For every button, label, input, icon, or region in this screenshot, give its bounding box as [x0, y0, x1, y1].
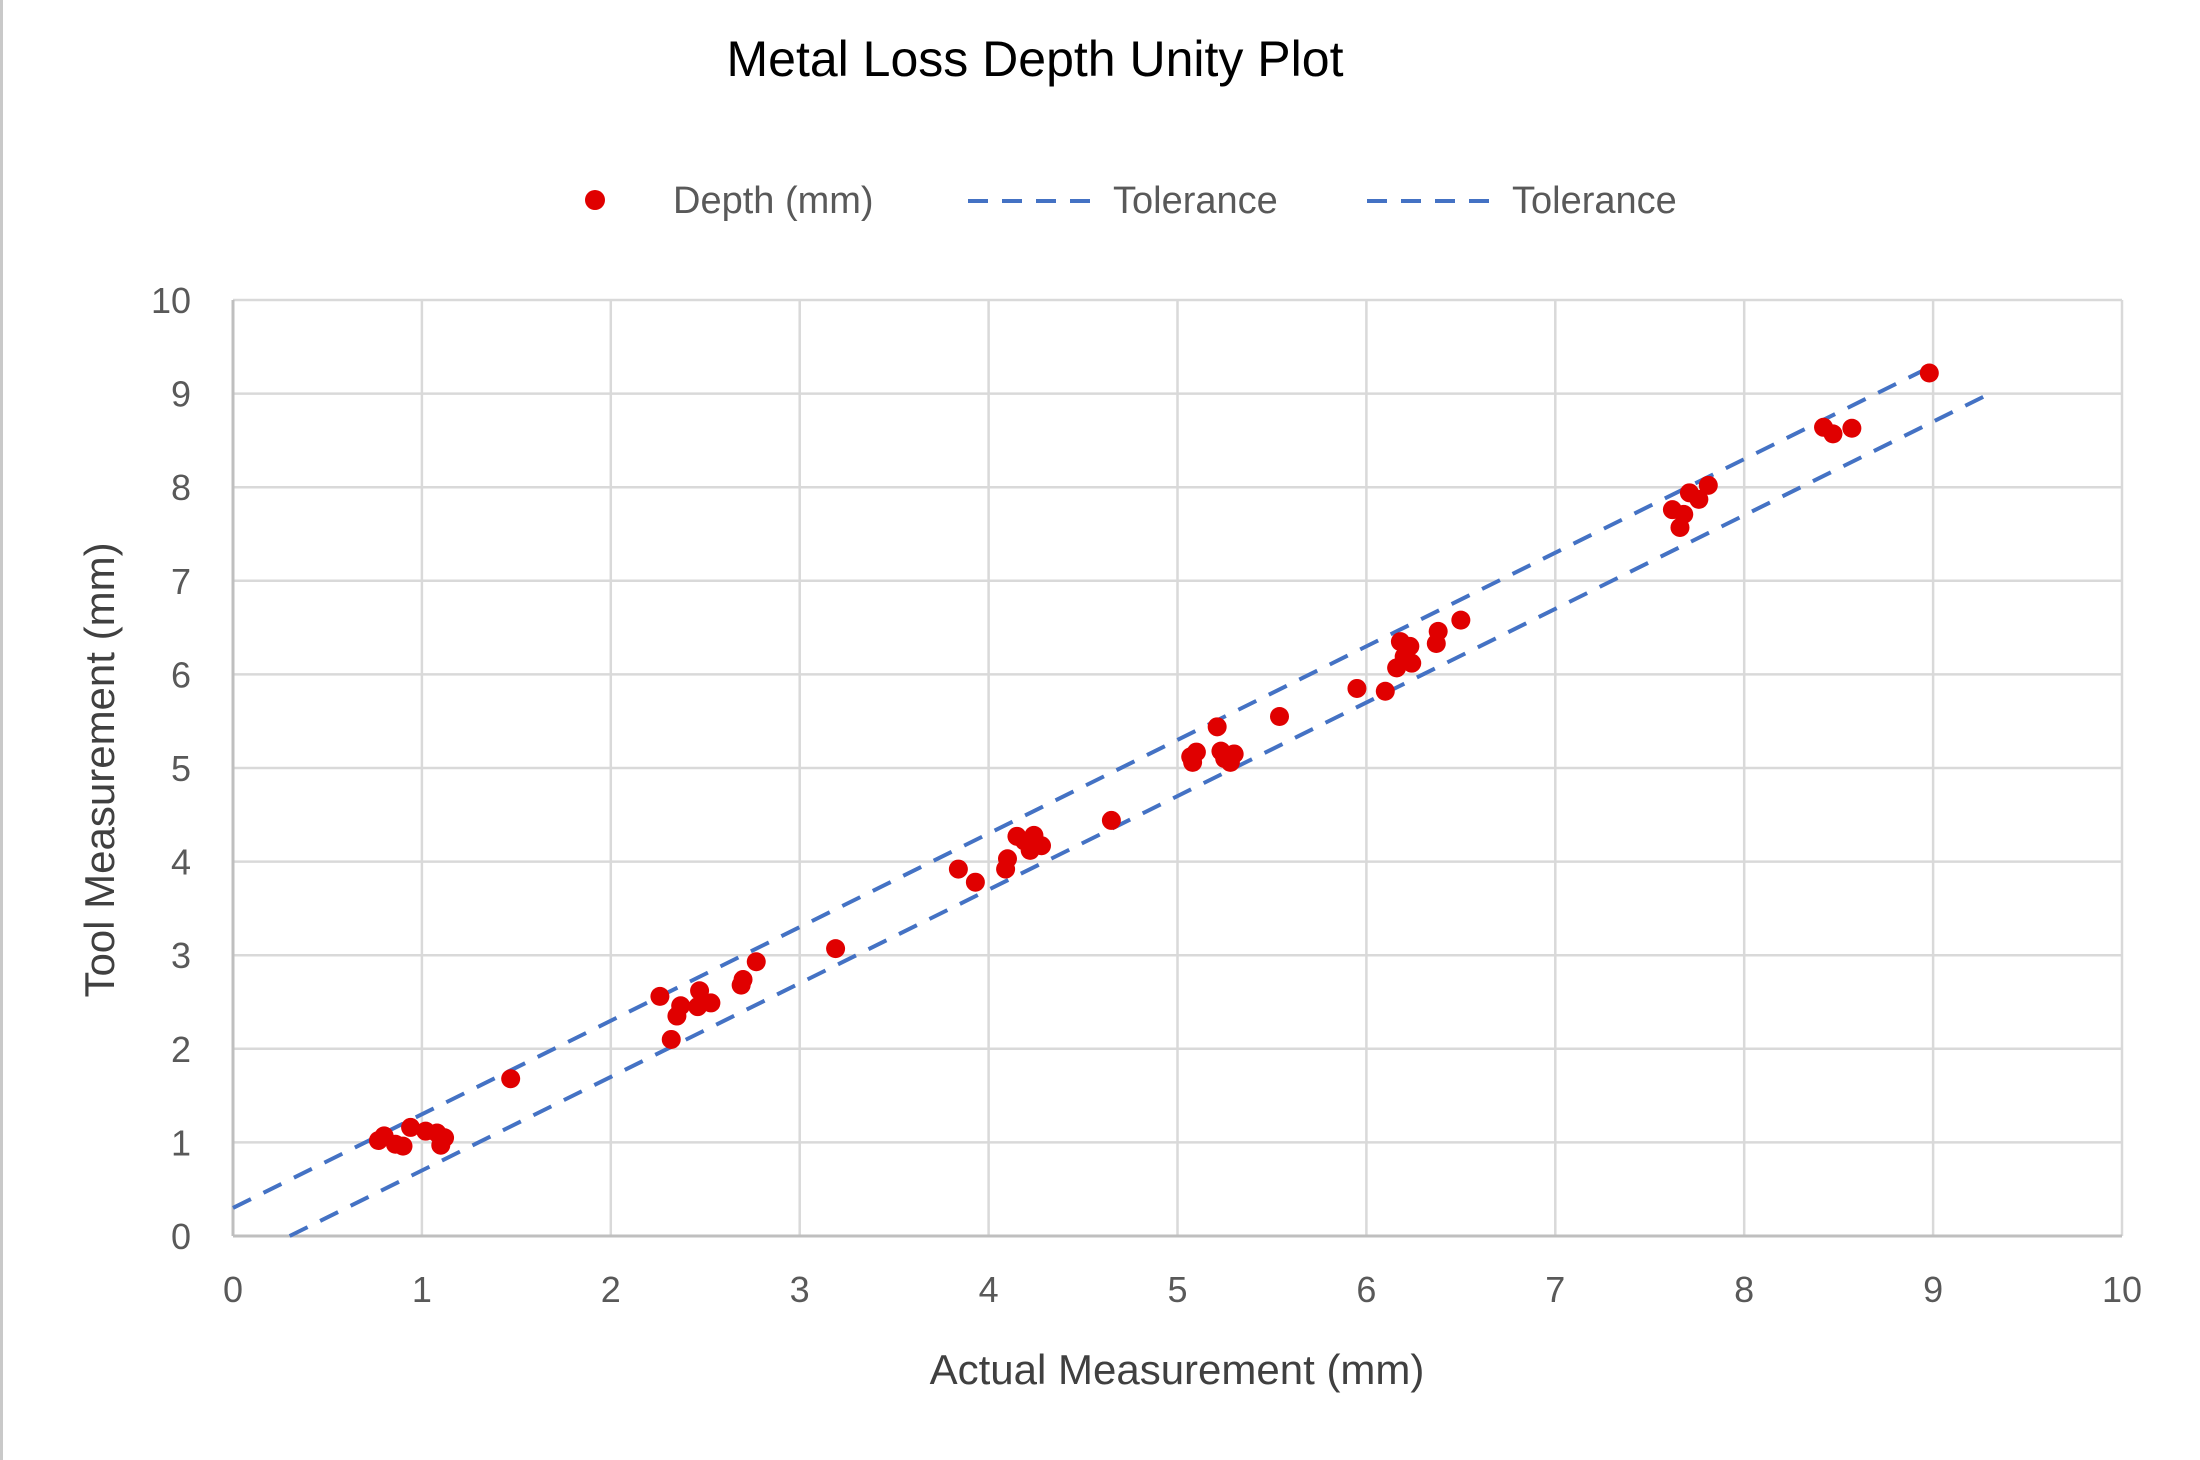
depth-point	[1842, 418, 1862, 438]
window-edge	[0, 0, 3, 1460]
depth-point	[965, 872, 985, 892]
tolerance-line	[288, 391, 1991, 1238]
legend-label-depth: Depth (mm)	[673, 180, 874, 222]
chart-title: Metal Loss Depth Unity Plot	[727, 31, 1344, 87]
depth-point	[690, 981, 710, 1001]
legend: Depth (mm) Tolerance Tolerance	[585, 180, 1677, 222]
depth-point	[733, 970, 753, 990]
depth-point	[393, 1136, 413, 1156]
y-tick-label: 0	[171, 1216, 191, 1257]
axes	[231, 300, 2122, 1238]
y-tick-label: 1	[171, 1122, 191, 1163]
y-tick-label: 5	[171, 748, 191, 789]
depth-point	[1823, 424, 1843, 444]
y-axis-title: Tool Measurement (mm)	[76, 542, 123, 997]
depth-point	[435, 1128, 455, 1148]
depth-point	[701, 993, 721, 1013]
x-tick-label: 8	[1734, 1269, 1754, 1310]
tolerance-line	[232, 363, 1934, 1210]
x-tick-label: 6	[1356, 1269, 1376, 1310]
legend-label-tolerance-upper: Tolerance	[1113, 180, 1278, 222]
x-tick-label: 7	[1545, 1269, 1565, 1310]
depth-point	[661, 1029, 681, 1049]
depth-point	[1428, 621, 1448, 641]
depth-point	[826, 939, 846, 959]
legend-label-tolerance-lower: Tolerance	[1512, 180, 1677, 222]
depth-point	[1402, 653, 1422, 673]
y-tick-label: 3	[171, 935, 191, 976]
depth-point	[1400, 636, 1420, 656]
x-tick-label: 0	[223, 1269, 243, 1310]
depth-point	[1674, 504, 1694, 524]
tick-labels: 0 1 2 3 4 5 6 7 8 9 10 0 1 2 3 4 5 6 7 8 9 10	[151, 280, 2142, 1310]
depth-point	[948, 859, 968, 879]
x-tick-label: 3	[790, 1269, 810, 1310]
depth-point	[1224, 744, 1244, 764]
depth-point	[1207, 717, 1227, 737]
x-axis-title: Actual Measurement (mm)	[930, 1346, 1425, 1393]
y-tick-label: 4	[171, 842, 191, 883]
depth-point	[746, 952, 766, 972]
y-tick-label: 9	[171, 374, 191, 415]
x-tick-label: 1	[412, 1269, 432, 1310]
x-tick-label: 10	[2102, 1269, 2142, 1310]
depth-point	[1031, 836, 1051, 856]
data-points	[368, 363, 1939, 1156]
depth-point	[401, 1117, 421, 1137]
x-tick-label: 9	[1923, 1269, 1943, 1310]
y-tick-label: 10	[151, 280, 191, 321]
y-tick-label: 6	[171, 654, 191, 695]
depth-point	[1919, 363, 1939, 383]
depth-point	[671, 996, 691, 1016]
depth-point	[1689, 489, 1709, 509]
y-tick-label: 8	[171, 467, 191, 508]
depth-point	[1375, 681, 1395, 701]
y-tick-label: 7	[171, 561, 191, 602]
x-tick-label: 4	[979, 1269, 999, 1310]
depth-point	[1186, 742, 1206, 762]
tolerance-lines	[232, 363, 1991, 1238]
depth-point	[1451, 610, 1471, 630]
y-tick-label: 2	[171, 1029, 191, 1070]
depth-point	[997, 849, 1017, 869]
x-tick-label: 5	[1167, 1269, 1187, 1310]
depth-point	[650, 986, 670, 1006]
depth-point	[1270, 707, 1290, 727]
gridlines	[233, 298, 2124, 1236]
depth-point	[1347, 678, 1367, 698]
legend-marker-depth	[585, 190, 605, 210]
depth-point	[1101, 810, 1121, 830]
depth-point	[1698, 475, 1718, 495]
depth-point	[501, 1069, 521, 1089]
x-tick-label: 2	[601, 1269, 621, 1310]
